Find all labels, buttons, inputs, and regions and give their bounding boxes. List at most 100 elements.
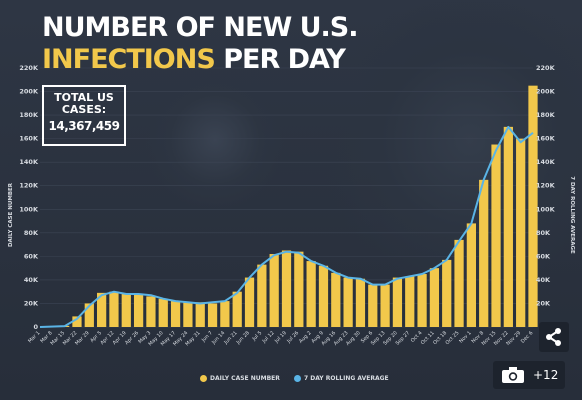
- y-tick-label-left: 220K: [19, 64, 39, 72]
- bar: [331, 272, 341, 327]
- legend-item-daily: DAILY CASE NUMBER: [200, 375, 280, 382]
- y-tick-label-left: 180K: [19, 111, 39, 119]
- share-icon: [546, 328, 561, 346]
- bar: [158, 298, 168, 327]
- bar: [232, 291, 242, 327]
- y-tick-label-right: 100K: [536, 205, 556, 213]
- bar: [244, 277, 255, 327]
- total-cases-value: 14,367,459: [48, 119, 120, 133]
- rolling-average-line: [39, 125, 534, 328]
- bar: [84, 303, 94, 327]
- x-tick-label: Oct 25: [445, 330, 461, 346]
- bar: [257, 264, 267, 327]
- y-tick-label-right: 180K: [536, 111, 556, 119]
- y-tick-label-left: 20K: [24, 299, 39, 307]
- bar: [454, 239, 464, 327]
- y-tick-label-right: 200K: [536, 88, 556, 96]
- rolling-average-path: [39, 125, 534, 328]
- y-tick-label-right: 220K: [536, 64, 556, 72]
- title-line-2: INFECTIONS PER DAY: [42, 44, 346, 75]
- y-tick-label-left: 160K: [19, 135, 39, 143]
- y-tick-label-left: 100K: [19, 205, 39, 213]
- bar: [294, 251, 304, 327]
- y-tick-label-right: 40K: [536, 276, 551, 284]
- x-tick-label: Jun 14: [210, 330, 226, 346]
- legend-label-daily: DAILY CASE NUMBER: [210, 375, 280, 382]
- y-axis-right: 20K 40K 60K 80K 100K 120K 140K 160K 180K 200K 220K: [536, 64, 556, 307]
- bar: [516, 138, 526, 327]
- bar: [207, 303, 218, 327]
- gallery-button[interactable]: +12: [493, 361, 565, 389]
- bar: [133, 294, 144, 327]
- bar: [72, 316, 82, 327]
- y-tick-label-left: 200K: [19, 88, 39, 96]
- x-tick-label: Dec 6: [520, 330, 534, 344]
- bar: [183, 302, 193, 327]
- legend-label-average: 7 DAY ROLLING AVERAGE: [303, 375, 389, 382]
- bar: [220, 301, 230, 327]
- x-tick-label: Aug 2: [298, 330, 313, 345]
- share-button[interactable]: [539, 322, 569, 352]
- total-cases-label: TOTAL US CASES:: [54, 91, 114, 116]
- bar: [491, 144, 501, 327]
- y-tick-label-right: 120K: [536, 182, 556, 190]
- bar: [429, 268, 440, 327]
- bar: [503, 126, 513, 327]
- y-tick-label-right: 140K: [536, 158, 556, 166]
- legend-item-average: 7 DAY ROLLING AVERAGE: [293, 375, 389, 382]
- camera-icon: [502, 367, 524, 383]
- y-axis-label-right: 7 DAY ROLLING AVERAGE: [569, 176, 575, 254]
- bar: [343, 277, 353, 327]
- bar: [195, 302, 205, 327]
- bar: [417, 274, 427, 327]
- bar: [306, 261, 316, 327]
- y-tick-label-left: 40K: [24, 276, 39, 284]
- y-tick-label-left: 120K: [19, 182, 39, 190]
- y-tick-label-left: 60K: [24, 252, 39, 260]
- title-line-1: NUMBER OF NEW U.S.: [42, 12, 359, 43]
- bar: [318, 265, 329, 327]
- title-highlight: INFECTIONS: [42, 44, 216, 75]
- y-tick-label-right: 80K: [536, 229, 551, 237]
- y-tick-label-left: 0: [33, 323, 38, 331]
- bar: [269, 254, 279, 327]
- bar: [97, 292, 107, 327]
- bars: [60, 85, 538, 327]
- legend-swatch-average: [293, 375, 301, 382]
- bar: [405, 276, 415, 327]
- x-tick-label: Jul 12: [261, 330, 276, 345]
- x-tick-label: Mar 29: [74, 330, 91, 347]
- x-tick-label: Mar 1: [27, 330, 41, 344]
- bar: [528, 85, 538, 327]
- total-cases-box: TOTAL US CASES: 14,367,459: [42, 85, 126, 146]
- x-tick-label: Jul 26: [285, 330, 300, 345]
- bar: [355, 278, 366, 327]
- bar: [392, 277, 403, 327]
- photo-count: +12: [533, 368, 559, 382]
- bar: [368, 284, 378, 327]
- x-tick-label: Jun 28: [235, 330, 251, 346]
- y-tick-label-right: 20K: [536, 299, 551, 307]
- bar: [479, 179, 489, 327]
- y-tick-label-right: 160K: [536, 135, 556, 143]
- y-tick-label-right: 60K: [536, 252, 551, 260]
- x-tick-label: Jul 19: [273, 330, 288, 345]
- y-tick-label-left: 140K: [19, 158, 39, 166]
- x-tick-label: Jun 21: [223, 330, 239, 346]
- x-tick-label: Apr 26: [124, 330, 140, 346]
- bar: [146, 296, 156, 327]
- bar: [109, 291, 119, 327]
- bar: [466, 223, 476, 327]
- bar: [380, 284, 390, 327]
- x-tick-label: Sep 27: [395, 330, 412, 347]
- bar: [170, 301, 181, 327]
- y-axis-left: 0 20K 40K 60K 80K 100K 120K 140K 160K 180K 200K 220…: [19, 64, 39, 331]
- bar: [121, 294, 131, 327]
- legend: DAILY CASE NUMBER 7 DAY ROLLING AVERAGE: [200, 375, 401, 384]
- y-axis-label-left: DAILY CASE NUMBER: [8, 182, 14, 247]
- x-tick-label: Nov 1: [458, 330, 473, 345]
- bar: [442, 259, 452, 327]
- bar: [281, 250, 292, 327]
